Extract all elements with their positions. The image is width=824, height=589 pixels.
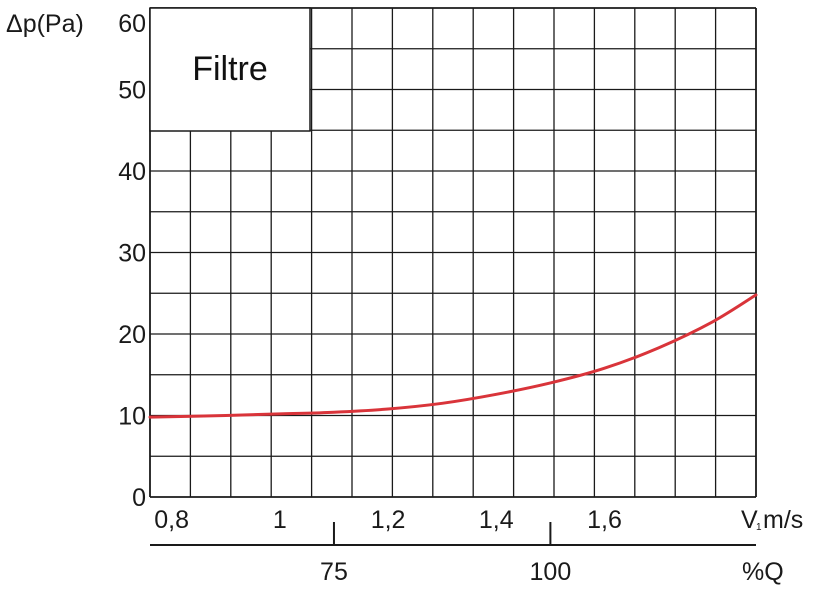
y-tick-label: 60 <box>118 10 146 38</box>
y-tick-label: 30 <box>118 240 146 268</box>
y-tick-label: 20 <box>118 321 146 349</box>
x-tick-label: 1,4 <box>479 506 514 534</box>
y-tick-label: 10 <box>118 403 146 431</box>
x-axis-label-unit: m/s <box>763 506 803 534</box>
series-line <box>148 293 758 419</box>
x-tick-label: 1,6 <box>587 506 622 534</box>
y-tick-label: 0 <box>132 484 146 512</box>
x-tick-label: 0,8 <box>154 506 189 534</box>
y-tick-label: 50 <box>118 77 146 105</box>
x-tick-labels: 0,8 1 1,2 1,4 1,6 <box>154 506 622 534</box>
secondary-axis-label: %Q <box>742 558 784 586</box>
x-tick-label: 1,2 <box>371 506 406 534</box>
grid <box>149 7 757 498</box>
title-box <box>149 7 311 132</box>
secondary-tick-label: 100 <box>530 558 572 586</box>
x-axis-label-sub: 1 <box>756 522 762 533</box>
x-tick-label: 1 <box>273 506 287 534</box>
secondary-tick-label: 75 <box>320 558 348 586</box>
secondary-axis-ticks: 75 100 <box>320 522 571 586</box>
x-axis-label-main: V <box>741 506 758 534</box>
y-axis-label: Δp(Pa) <box>6 10 84 38</box>
y-tick-labels: 0 10 20 30 40 50 60 <box>118 10 146 512</box>
chart-title: Filtre <box>192 50 268 88</box>
x-axis-label: V 1 m/s <box>741 506 803 534</box>
y-tick-label: 40 <box>118 158 146 186</box>
